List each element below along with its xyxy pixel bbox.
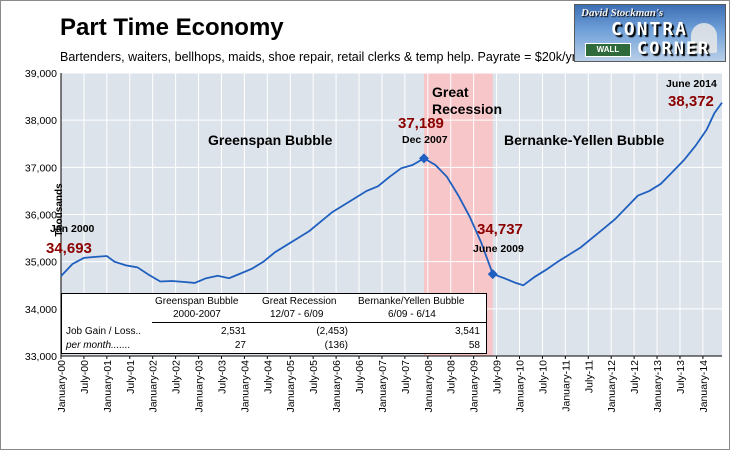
table-header-recession: Great Recession — [262, 296, 337, 307]
x-tick-label: July-05 — [308, 360, 320, 394]
x-tick-label: July-02 — [171, 360, 183, 394]
x-tick-label: July-10 — [537, 360, 549, 394]
x-tick-label: January-07 — [377, 360, 389, 413]
x-tick-label: July-01 — [125, 360, 137, 394]
x-tick-label: July-09 — [492, 360, 504, 394]
y-tick-label: 36,000 — [25, 210, 57, 222]
y-tick-label: 33,000 — [25, 351, 57, 363]
x-tick-label: January-00 — [56, 360, 68, 413]
table-subheader-bernanke: 6/09 - 6/14 — [388, 309, 436, 320]
summary-table: Greenspan Bubble 2000-2007 Great Recessi… — [61, 293, 487, 354]
x-tick-label: January-08 — [423, 360, 435, 413]
annotation-greenspan-bubble: Greenspan Bubble — [208, 132, 333, 148]
capitol-dome-icon — [691, 23, 717, 53]
x-tick-label: July-12 — [629, 360, 641, 394]
table-cell: (136) — [324, 340, 348, 351]
logo-word-contra: CONTRA — [611, 19, 689, 40]
table-subheader-recession: 12/07 - 6/09 — [270, 309, 324, 320]
y-axis-label: Thousands — [54, 183, 65, 237]
y-tick-label: 39,000 — [25, 68, 57, 80]
table-cell: 3,541 — [454, 326, 480, 337]
table-header-bernanke: Bernanke/Yellen Bubble — [358, 296, 465, 307]
y-tick-label: 38,000 — [25, 115, 57, 127]
table-row-label-month: per month....... — [66, 340, 131, 351]
x-tick-label: July-00 — [79, 360, 91, 394]
table-cell: 27 — [234, 340, 246, 351]
data-marker — [418, 153, 429, 164]
x-tick-label: January-05 — [285, 360, 297, 413]
x-tick-label: July-07 — [400, 360, 412, 394]
logo-byline: David Stockman's — [581, 7, 664, 19]
contra-corner-logo: David Stockman's CONTRA WALL CORNER — [574, 4, 726, 62]
annotation-bernanke-yellen-bubble: Bernanke-Yellen Bubble — [504, 132, 664, 148]
chart-title: Part Time Economy — [60, 14, 284, 41]
table-cell: 58 — [468, 340, 480, 351]
x-tick-label: July-03 — [216, 360, 228, 394]
annotation-june2009-label: June 2009 — [473, 243, 524, 255]
annotation-jan2000-label: Jan 2000 — [50, 223, 95, 235]
annotation-great-recession: Recession — [432, 101, 502, 117]
x-tick-label: January-13 — [652, 360, 664, 413]
x-tick-label: July-04 — [262, 360, 274, 394]
table-subheader-greenspan: 2000-2007 — [173, 309, 221, 320]
y-tick-label: 35,000 — [25, 257, 57, 269]
annotation-jan2000-value: 34,693 — [46, 240, 92, 257]
table-cell: (2,453) — [316, 326, 348, 337]
x-tick-label: July-13 — [675, 360, 687, 394]
x-tick-label: July-11 — [583, 360, 595, 393]
x-tick-label: January-03 — [194, 360, 206, 413]
x-tick-label: July-08 — [446, 360, 458, 394]
data-marker — [487, 269, 498, 280]
x-tick-label: January-06 — [331, 360, 343, 413]
x-tick-label: January-11 — [560, 360, 572, 412]
x-tick-label: January-10 — [514, 360, 526, 413]
table-row-label-gain: Job Gain / Loss.. — [66, 326, 142, 337]
logo-word-corner: CORNER — [637, 39, 711, 59]
annotation-june2009-value: 34,737 — [477, 221, 523, 238]
x-tick-label: January-04 — [239, 360, 251, 413]
x-tick-label: January-14 — [698, 360, 710, 413]
table-divider — [152, 322, 486, 323]
y-tick-label: 37,000 — [25, 162, 57, 174]
series-line — [60, 102, 723, 287]
x-tick-label: January-12 — [606, 360, 618, 413]
table-cell: 2,531 — [220, 326, 246, 337]
annotation-june2014-label: June 2014 — [666, 78, 717, 90]
x-tick-label: July-06 — [354, 360, 366, 394]
table-header-greenspan: Greenspan Bubble — [155, 296, 239, 307]
y-tick-label: 34,000 — [25, 304, 57, 316]
wall-street-sign-icon: WALL — [585, 43, 631, 57]
x-tick-label: January-09 — [469, 360, 481, 413]
x-tick-label: January-01 — [102, 360, 114, 413]
annotation-june2014-value: 38,372 — [668, 93, 714, 110]
annotation-great-recession: Great — [432, 84, 469, 100]
annotation-dec2007-label: Dec 2007 — [402, 134, 448, 146]
x-tick-label: January-02 — [148, 360, 160, 413]
annotation-dec2007-value: 37,189 — [398, 115, 444, 132]
chart-subtitle: Bartenders, waiters, bellhops, maids, sh… — [60, 50, 579, 64]
